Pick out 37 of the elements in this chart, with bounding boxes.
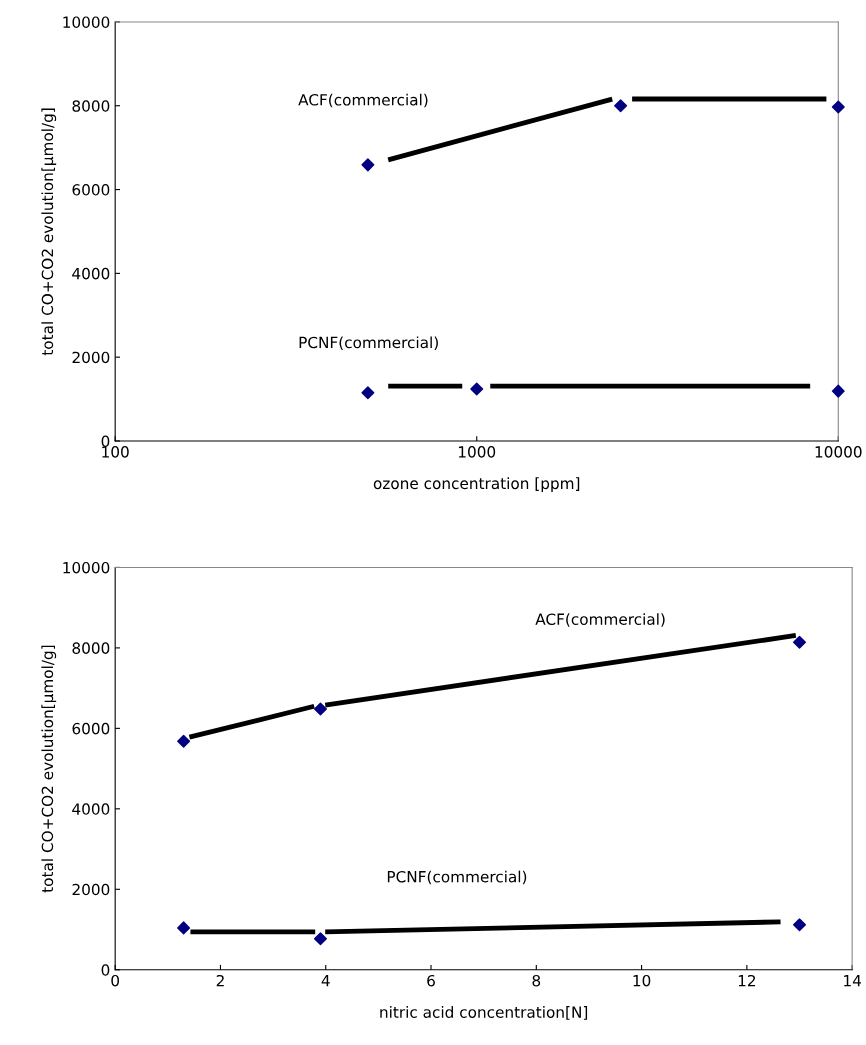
- x-axis-title: nitric acid concentration[N]: [380, 1006, 588, 1020]
- x-tick-label: 10000: [815, 446, 862, 458]
- y-tick-label: 8000: [72, 642, 110, 654]
- y-tick-label: 10000: [63, 16, 110, 28]
- y-tick-label: 4000: [72, 267, 110, 280]
- y-tick-label: 2000: [72, 351, 110, 364]
- x-tick-label: 12: [738, 974, 756, 987]
- y-tick-label: 0: [101, 964, 110, 976]
- point: [177, 921, 191, 935]
- x-tick-label: 100: [102, 446, 129, 458]
- annotation: PCNF(commercial): [299, 336, 438, 350]
- y-tick-label: 6000: [72, 722, 110, 735]
- x-tick-label: 14: [844, 975, 862, 987]
- point: [313, 702, 327, 716]
- y-axis-title: total CO+CO2 evolution[μmol/g]: [41, 108, 57, 356]
- y-tick-label: 2000: [72, 883, 110, 896]
- point: [313, 932, 327, 946]
- x-axis-title: ozone concentration [ppm]: [373, 477, 580, 493]
- y-tick-label: 0: [101, 435, 110, 448]
- x-tick-label: 1000: [458, 446, 496, 458]
- point: [792, 635, 807, 649]
- y-tick-label: 4000: [72, 803, 110, 815]
- y-axis-title: total CO+CO2 evolution[μmol/g]: [41, 645, 57, 893]
- x-tick-label: 0: [111, 974, 120, 987]
- x-tick-label: 10: [633, 974, 651, 987]
- point: [792, 918, 807, 932]
- x-tick-label: 4: [321, 975, 330, 987]
- annotation: ACF(commercial): [535, 613, 665, 627]
- x-tick-label: 2: [216, 974, 224, 987]
- x-tick-label: 8: [532, 974, 541, 987]
- y-tick-label: 10000: [63, 561, 110, 574]
- annotation: ACF(commercial): [298, 93, 428, 108]
- annotation: PCNF(commercial): [387, 870, 527, 885]
- point: [177, 734, 191, 748]
- y-tick-label: 8000: [72, 100, 110, 112]
- x-tick-label: 6: [427, 974, 435, 987]
- y-tick-label: 6000: [72, 184, 110, 196]
